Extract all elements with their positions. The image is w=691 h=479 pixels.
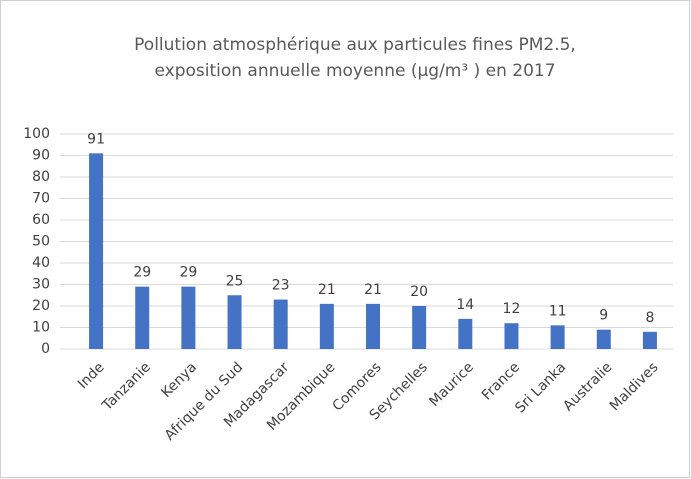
y-tick-label: 0: [41, 341, 50, 357]
bar: [89, 153, 104, 349]
bar: [642, 331, 657, 349]
y-tick-label: 30: [32, 277, 50, 293]
data-label: 8: [645, 310, 654, 326]
data-label: 29: [133, 265, 151, 281]
y-tick-label: 90: [32, 148, 50, 164]
y-tick-label: 20: [32, 298, 50, 314]
bar: [273, 299, 288, 349]
y-tick-label: 80: [32, 169, 50, 185]
bar: [550, 325, 565, 349]
y-tick-label: 70: [32, 191, 50, 207]
data-label: 21: [364, 282, 382, 298]
bar: [227, 295, 242, 349]
bar: [458, 318, 473, 349]
bar: [504, 323, 519, 349]
data-label: 12: [503, 301, 521, 317]
data-label: 29: [179, 265, 197, 281]
data-label: 14: [456, 297, 474, 313]
bar: [135, 286, 150, 349]
bar: [596, 329, 611, 349]
y-tick-label: 50: [32, 234, 50, 250]
bar: [412, 306, 427, 349]
data-label: 20: [410, 284, 428, 300]
data-label: 23: [272, 278, 290, 294]
chart-title: Pollution atmosphérique aux particules f…: [134, 35, 576, 55]
data-label: 11: [549, 303, 567, 319]
chart-title: exposition annuelle moyenne (µg/m³ ) en …: [154, 61, 555, 81]
y-tick-label: 60: [32, 212, 50, 228]
data-label: 91: [87, 131, 105, 147]
y-tick-label: 100: [23, 126, 50, 142]
bar: [181, 286, 196, 349]
data-label: 25: [226, 273, 244, 289]
bar: [366, 303, 380, 349]
y-tick-label: 40: [32, 255, 50, 271]
data-label: 21: [318, 282, 336, 298]
y-tick-label: 10: [32, 320, 50, 336]
data-label: 9: [599, 308, 608, 324]
bar: [319, 303, 334, 349]
